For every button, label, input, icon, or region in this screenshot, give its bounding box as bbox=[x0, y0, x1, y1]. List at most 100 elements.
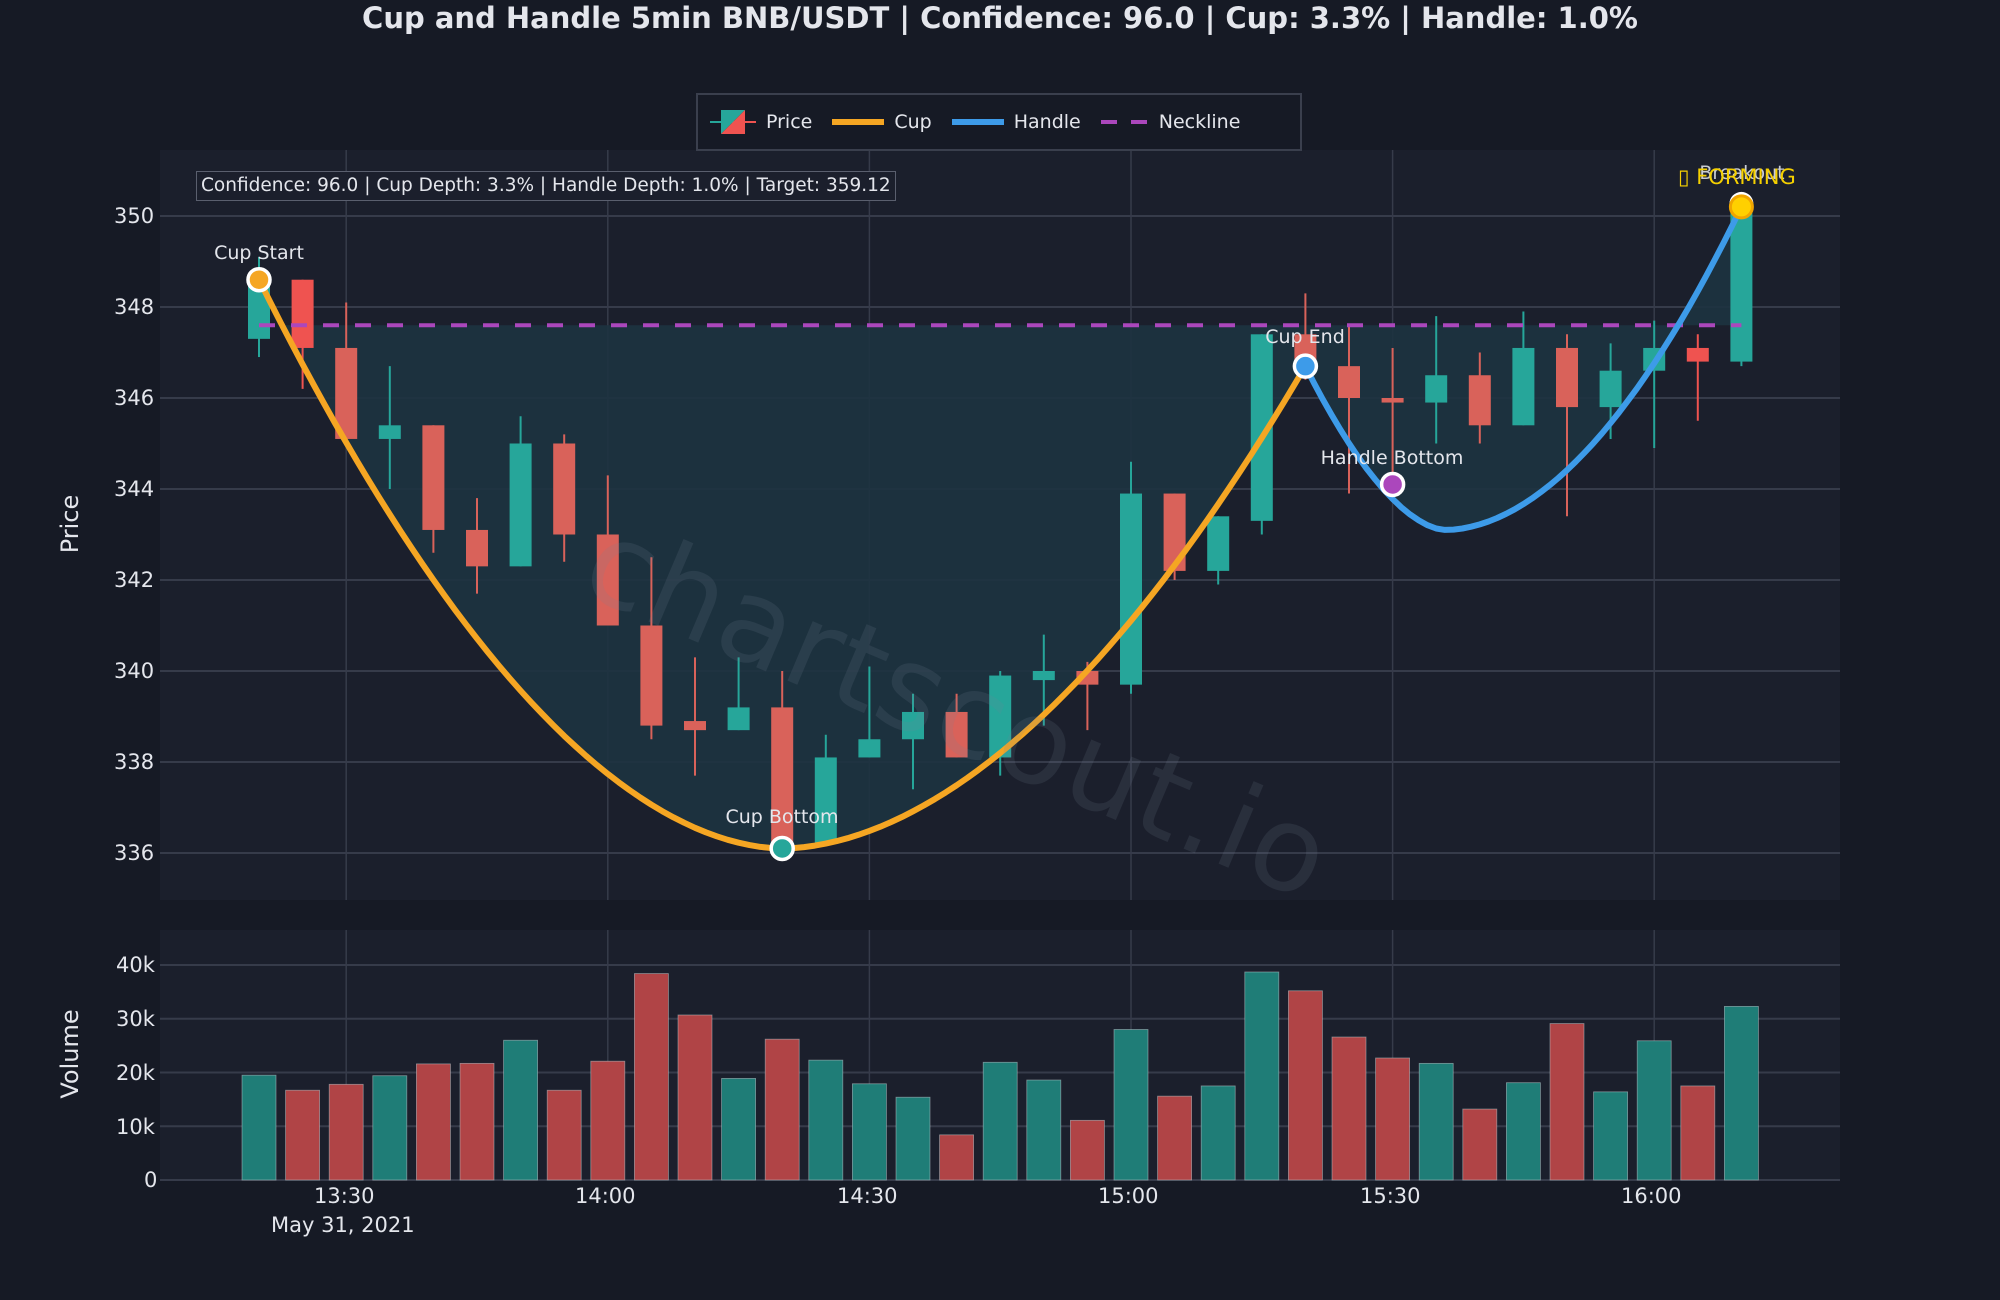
candlestick[interactable] bbox=[727, 657, 750, 731]
candlestick[interactable] bbox=[1512, 311, 1535, 426]
candle-body bbox=[902, 711, 924, 740]
volume-bar[interactable] bbox=[1462, 1108, 1498, 1181]
candlestick[interactable] bbox=[858, 666, 881, 758]
candlestick[interactable] bbox=[814, 734, 837, 844]
candlestick[interactable] bbox=[902, 693, 924, 790]
price-tick: 340 bbox=[114, 659, 155, 683]
candle-body bbox=[814, 757, 837, 844]
volume-bar[interactable] bbox=[1157, 1095, 1192, 1181]
volume-tick: 40k bbox=[116, 953, 155, 977]
volume-bar[interactable] bbox=[503, 1039, 539, 1181]
candlestick[interactable] bbox=[1730, 197, 1753, 367]
candlestick[interactable] bbox=[291, 279, 314, 389]
x-tick: 14:30 bbox=[837, 1184, 898, 1208]
candlestick[interactable] bbox=[1338, 325, 1360, 494]
candlestick[interactable] bbox=[945, 693, 968, 758]
candlestick[interactable] bbox=[466, 498, 488, 594]
volume-bar[interactable] bbox=[1636, 1040, 1672, 1181]
legend-label-handle: Handle bbox=[1013, 111, 1081, 133]
cup-end-marker[interactable] bbox=[1292, 353, 1319, 379]
volume-bar[interactable] bbox=[241, 1074, 277, 1181]
price-tick: 336 bbox=[114, 841, 155, 865]
volume-bar[interactable] bbox=[372, 1075, 408, 1181]
candlestick[interactable] bbox=[771, 671, 794, 853]
candlestick[interactable] bbox=[509, 416, 532, 567]
volume-bar[interactable] bbox=[1506, 1082, 1541, 1181]
volume-tick: 30k bbox=[116, 1007, 155, 1031]
candle-body bbox=[1686, 347, 1709, 362]
legend-item-cup[interactable]: Cup bbox=[832, 111, 932, 133]
candlestick[interactable] bbox=[1425, 316, 1448, 444]
volume-bar[interactable] bbox=[1418, 1062, 1454, 1181]
volume-bar[interactable] bbox=[895, 1096, 931, 1181]
handle-bottom-label: Handle Bottom bbox=[1320, 447, 1464, 469]
candlestick[interactable] bbox=[1207, 516, 1230, 585]
breakout-label: Breakout bbox=[1699, 162, 1785, 184]
x-tick: 16:00 bbox=[1621, 1184, 1682, 1208]
volume-bar[interactable] bbox=[1680, 1085, 1716, 1181]
volume-bar[interactable] bbox=[1375, 1057, 1410, 1181]
candle-body bbox=[771, 707, 794, 844]
candle-body bbox=[727, 707, 750, 731]
volume-bar[interactable] bbox=[1724, 1005, 1759, 1181]
candle-body bbox=[684, 721, 706, 731]
forming-status-label: ▯ FORMING bbox=[1678, 165, 1796, 189]
candle-body bbox=[596, 534, 619, 626]
candle-body bbox=[1250, 334, 1273, 521]
volume-bar[interactable] bbox=[1070, 1119, 1105, 1181]
candle-body bbox=[1556, 347, 1578, 408]
volume-bar[interactable] bbox=[415, 1063, 451, 1181]
legend-item-handle[interactable]: Handle bbox=[951, 111, 1081, 133]
volume-bar[interactable] bbox=[459, 1062, 495, 1181]
candlestick[interactable] bbox=[1686, 334, 1709, 421]
volume-bar[interactable] bbox=[634, 973, 669, 1181]
line-icon bbox=[832, 119, 885, 125]
volume-bar[interactable] bbox=[328, 1083, 364, 1181]
candlestick[interactable] bbox=[378, 366, 401, 489]
volume-bar[interactable] bbox=[546, 1089, 582, 1181]
candlestick[interactable] bbox=[640, 557, 663, 740]
volume-bar[interactable] bbox=[1200, 1085, 1236, 1181]
candlestick[interactable] bbox=[684, 657, 706, 776]
handle-bottom-marker[interactable] bbox=[1379, 471, 1406, 498]
volume-bar[interactable] bbox=[852, 1083, 887, 1181]
candlestick[interactable] bbox=[335, 302, 358, 439]
candlestick[interactable] bbox=[1556, 334, 1578, 517]
volume-bar[interactable] bbox=[764, 1038, 800, 1181]
volume-bar[interactable] bbox=[1593, 1091, 1628, 1181]
candle-body bbox=[1599, 370, 1622, 408]
volume-bar[interactable] bbox=[1331, 1036, 1367, 1181]
candlestick[interactable] bbox=[596, 475, 619, 626]
volume-bar[interactable] bbox=[982, 1061, 1018, 1181]
cup-start-marker[interactable] bbox=[246, 266, 272, 293]
candlestick[interactable] bbox=[1032, 634, 1055, 726]
x-tick: 13:30 bbox=[314, 1184, 375, 1208]
candlestick[interactable] bbox=[422, 425, 445, 553]
candlestick[interactable] bbox=[1468, 352, 1491, 444]
price-tick: 350 bbox=[114, 204, 155, 228]
breakout-marker[interactable] bbox=[1728, 194, 1754, 220]
volume-bar[interactable] bbox=[1288, 990, 1323, 1181]
candlestick[interactable] bbox=[1120, 461, 1142, 694]
candlestick[interactable] bbox=[989, 671, 1012, 776]
candle-body bbox=[858, 739, 881, 758]
legend-item-neckline[interactable]: Neckline bbox=[1100, 111, 1240, 133]
volume-bar[interactable] bbox=[1244, 971, 1280, 1181]
x-tick: 14:00 bbox=[575, 1184, 636, 1208]
volume-bar[interactable] bbox=[677, 1014, 713, 1181]
volume-bar[interactable] bbox=[939, 1134, 974, 1181]
volume-tick: 0 bbox=[144, 1168, 158, 1192]
volume-bar[interactable] bbox=[1549, 1023, 1585, 1181]
price-tick: 344 bbox=[114, 477, 155, 501]
cup-bottom-marker[interactable] bbox=[769, 835, 795, 862]
candlestick[interactable] bbox=[553, 434, 576, 562]
volume-bar[interactable] bbox=[285, 1089, 321, 1181]
candle-body bbox=[1207, 516, 1230, 571]
volume-bar[interactable] bbox=[808, 1059, 844, 1181]
volume-bar[interactable] bbox=[590, 1060, 626, 1181]
volume-bar[interactable] bbox=[721, 1078, 756, 1181]
legend-item-price[interactable]: Price bbox=[710, 107, 812, 137]
handle-line bbox=[1302, 205, 1745, 533]
volume-bar[interactable] bbox=[1026, 1079, 1062, 1181]
volume-bar[interactable] bbox=[1113, 1029, 1149, 1181]
